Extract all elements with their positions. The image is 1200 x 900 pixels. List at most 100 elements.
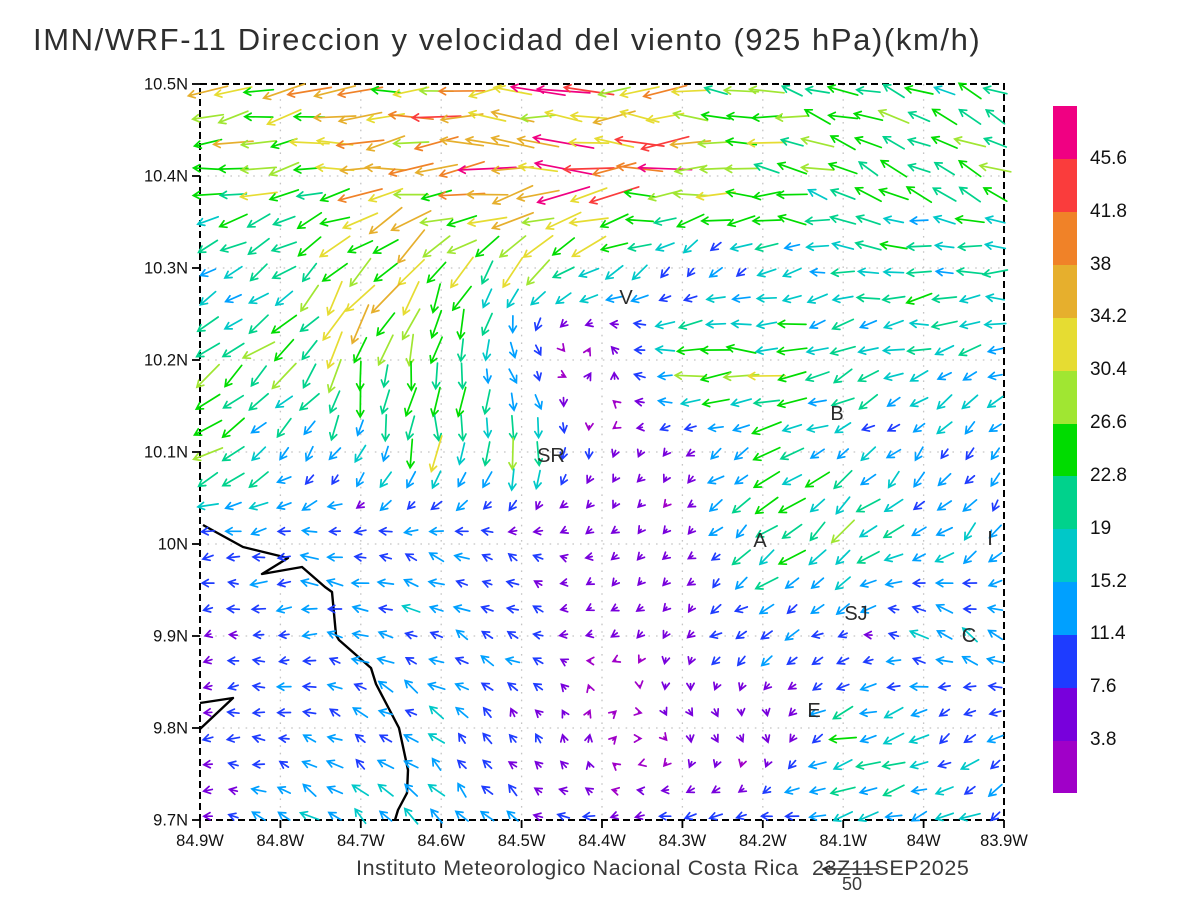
wind-vector (760, 630, 773, 640)
wind-vector (482, 500, 492, 510)
coastline (199, 696, 235, 730)
wind-vector (637, 654, 646, 664)
wind-vector (268, 161, 300, 177)
wind-vector (632, 371, 646, 381)
wind-vector (559, 603, 569, 613)
wind-vector (202, 811, 214, 821)
wind-vector (610, 345, 620, 355)
wind-vector (627, 242, 652, 252)
wind-vector (226, 708, 240, 718)
wind-vector (652, 217, 677, 226)
wind-vector (224, 364, 243, 388)
wind-vector (301, 630, 318, 640)
wind-vector (225, 604, 241, 614)
wind-vector (268, 189, 300, 202)
wind-vector (612, 420, 622, 430)
wind-vector (887, 631, 900, 640)
wind-vector (761, 734, 771, 744)
wind-vector (414, 163, 459, 176)
wind-vector (804, 85, 831, 95)
wind-vector (326, 682, 343, 691)
wind-vector (630, 294, 649, 304)
wind-vector (662, 473, 671, 484)
wind-vector (631, 264, 648, 281)
wind-vector (490, 135, 535, 149)
wind-vector (808, 786, 826, 795)
wind-vector (202, 655, 213, 665)
wind-vector (403, 759, 419, 769)
wind-vector (609, 811, 619, 820)
wind-vector (711, 656, 721, 666)
vector-key-label: 50 (841, 874, 863, 894)
wind-vector (482, 471, 493, 489)
wind-vector (936, 371, 952, 381)
wind-vector (224, 526, 242, 536)
wind-vector (517, 162, 559, 173)
wind-vector (986, 395, 1004, 409)
wind-vector (299, 552, 319, 562)
wind-vector (963, 522, 977, 541)
wind-vector (912, 422, 926, 433)
wind-vector (453, 552, 470, 562)
wind-vector (428, 604, 444, 614)
wind-vector (446, 215, 478, 228)
wind-vector (578, 294, 599, 304)
wind-vector (963, 708, 977, 717)
wind-vector (725, 188, 757, 199)
wind-vector (886, 682, 901, 692)
wind-vector (276, 526, 291, 536)
wind-vector (987, 682, 1003, 692)
wind-vector (544, 211, 582, 230)
wind-vector (610, 551, 620, 561)
wind-vector (559, 578, 569, 587)
wind-vector (295, 191, 323, 200)
wind-vector (686, 682, 695, 692)
wind-vector (558, 630, 569, 639)
wind-vector (708, 266, 723, 278)
wind-vector (963, 733, 977, 744)
wind-vector (863, 630, 873, 640)
wind-vector (301, 682, 317, 692)
colorbar-tick-label: 41.8 (1090, 200, 1127, 222)
wind-vector (912, 500, 926, 511)
wind-vector (811, 733, 824, 744)
wind-vector (612, 473, 621, 484)
wind-vector (328, 526, 342, 536)
wind-vector (656, 371, 673, 381)
wind-vector (877, 108, 910, 124)
wind-vector (302, 734, 317, 743)
wind-vector (858, 708, 878, 718)
wind-vector (830, 268, 856, 278)
wind-vector (700, 216, 732, 226)
wind-vector (227, 630, 239, 640)
wind-vector (533, 416, 543, 440)
wind-vector (481, 553, 493, 562)
wind-vector (221, 445, 245, 462)
wind-vector (454, 526, 469, 536)
wind-vector (431, 470, 442, 490)
wind-vector (858, 393, 879, 410)
wind-vector (879, 159, 908, 178)
wind-vector (940, 448, 949, 460)
wind-vector (936, 629, 953, 640)
wind-vector (958, 320, 981, 330)
wind-vector (349, 257, 372, 288)
wind-vector (733, 447, 749, 461)
wind-vector (515, 189, 560, 202)
wind-vector (276, 552, 291, 562)
wind-vector (508, 414, 518, 442)
wind-vector (987, 579, 1003, 588)
wind-vector (368, 206, 403, 235)
wind-vector (610, 371, 620, 381)
wind-vector (964, 421, 976, 435)
wind-vector (659, 706, 668, 717)
wind-vector (521, 217, 555, 227)
wind-vector (532, 812, 544, 822)
wind-speed-colorbar: 45.6 41.8 38 34.2 30.4 26.6 22.8 19 15.2 11.4 7.6 3… (1053, 106, 1127, 794)
wind-vector (934, 552, 955, 563)
wind-vector (599, 242, 629, 253)
wind-vector (429, 808, 443, 824)
wind-vector (750, 113, 783, 122)
wind-vector (327, 811, 342, 821)
